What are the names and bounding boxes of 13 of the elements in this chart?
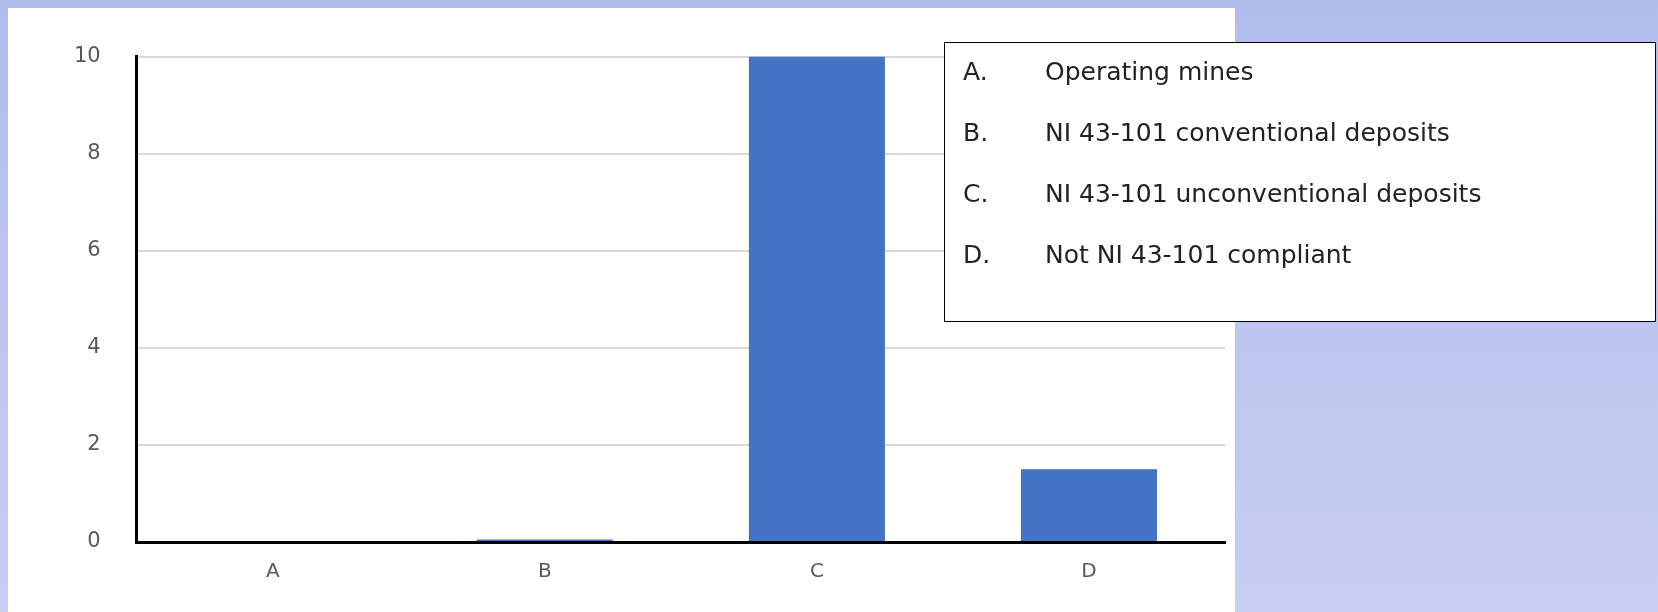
y-tick-label: 2 (87, 431, 101, 456)
x-tick-label: D (1081, 558, 1097, 583)
y-tick-label: 0 (87, 528, 101, 553)
x-tick-label: B (537, 558, 552, 583)
x-tick-label: A (265, 558, 280, 583)
y-tick-label: 8 (87, 140, 101, 165)
y-tick-label: 4 (87, 334, 101, 359)
bar (748, 56, 885, 541)
y-tick-label: 10 (73, 43, 101, 68)
y-tick-label: 6 (87, 237, 101, 262)
text-box: A. Operating mines B. NI 43-101 conventional deposits C. NI 43-101 unconventional deposits D. Not NI 43-101 compliant (944, 42, 1656, 322)
x-tick-label: C (809, 558, 824, 583)
bar (1020, 469, 1157, 541)
